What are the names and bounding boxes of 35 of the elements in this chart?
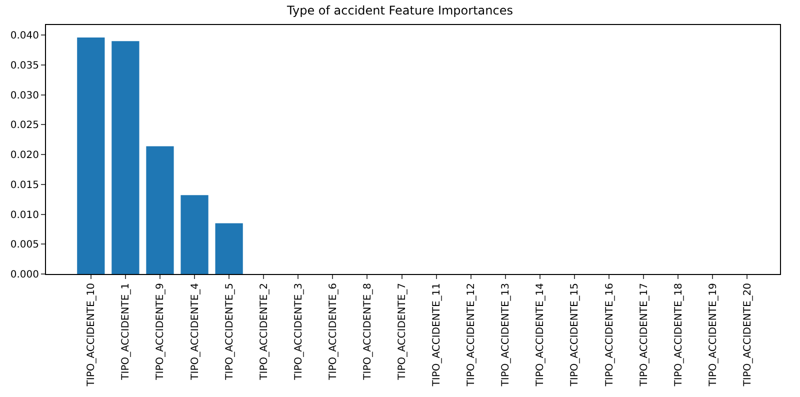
- x-tick-label: TIPO_ACCIDENTE_1: [120, 283, 132, 381]
- y-tick-label: 0.000: [10, 270, 39, 280]
- bar: [215, 223, 243, 274]
- x-tick-label: TIPO_ACCIDENTE_2: [258, 283, 270, 381]
- x-tick-label: TIPO_ACCIDENTE_9: [155, 283, 166, 381]
- y-tick-label: 0.035: [10, 60, 39, 72]
- x-tick-label: TIPO_ACCIDENTE_8: [362, 283, 374, 381]
- bar: [146, 146, 174, 274]
- bar: [180, 195, 208, 274]
- x-tick-label: TIPO_ACCIDENTE_12: [466, 283, 478, 388]
- x-tick-label: TIPO_ACCIDENTE_16: [604, 283, 616, 388]
- y-tick-label: 0.020: [10, 150, 39, 162]
- y-tick-label: 0.040: [10, 30, 39, 42]
- x-tick-label: TIPO_ACCIDENTE_6: [328, 283, 339, 381]
- y-tick-label: 0.030: [10, 90, 39, 102]
- x-tick-label: TIPO_ACCIDENTE_7: [397, 283, 408, 381]
- x-tick-label: TIPO_ACCIDENTE_10: [86, 283, 98, 388]
- x-tick-label: TIPO_ACCIDENTE_19: [708, 283, 719, 388]
- x-tick-label: TIPO_ACCIDENTE_11: [432, 283, 443, 388]
- y-tick-label: 0.010: [10, 210, 39, 221]
- y-tick-label: 0.015: [10, 180, 39, 191]
- bar: [112, 41, 140, 274]
- x-tick-label: TIPO_ACCIDENTE_3: [293, 283, 304, 381]
- x-tick-label: TIPO_ACCIDENTE_17: [638, 283, 650, 388]
- bar: [77, 38, 105, 274]
- chart-title: Type of accident Feature Importances: [286, 3, 513, 18]
- x-tick-label: TIPO_ACCIDENTE_13: [500, 283, 512, 388]
- x-tick-label: TIPO_ACCIDENTE_20: [742, 283, 754, 388]
- x-tick-label: TIPO_ACCIDENTE_4: [190, 283, 201, 381]
- x-tick-label: TIPO_ACCIDENTE_14: [535, 283, 546, 388]
- x-tick-label: TIPO_ACCIDENTE_5: [224, 283, 236, 381]
- x-tick-label: TIPO_ACCIDENTE_15: [570, 283, 581, 388]
- x-tick-label: TIPO_ACCIDENTE_18: [673, 283, 684, 388]
- y-tick-label: 0.005: [10, 240, 39, 251]
- y-tick-label: 0.025: [10, 120, 39, 132]
